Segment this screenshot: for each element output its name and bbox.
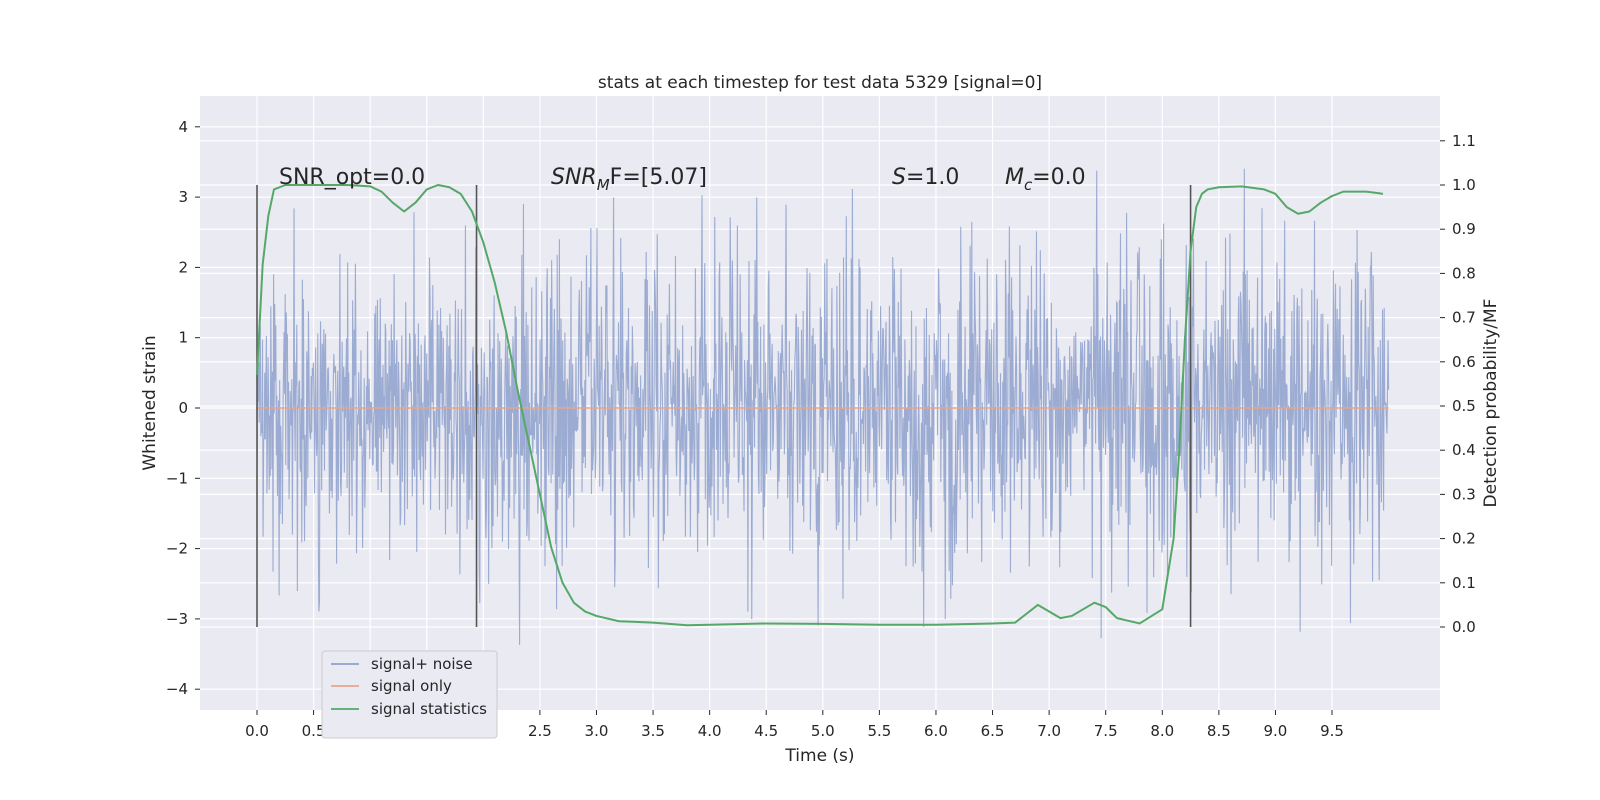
annotation-s-var: S [892,165,906,190]
x-tick-label: 4.0 [698,722,722,740]
x-tick-label: 5.0 [811,722,835,740]
y2-tick-label: 0.9 [1452,220,1476,238]
x-tick-label: 0.0 [245,722,269,740]
legend-label-signal-statistics: signal statistics [371,700,487,718]
legend: signal+ noise signal only signal statist… [321,650,498,739]
legend-box [321,650,498,739]
series-signal-statistics [256,184,1384,627]
y-tick-label: −3 [166,610,188,628]
y-axis-ticks: −4 −3 −2 −1 0 1 2 3 4 [166,118,200,698]
x-tick-label: 3.5 [641,722,665,740]
y2-tick-label: 0.7 [1452,309,1476,327]
y-tick-label: −1 [166,469,188,487]
y2-tick-label: 0.5 [1452,397,1476,415]
series-signal-noise [256,168,1390,645]
x-tick-label: 0.5 [302,722,326,740]
annotation-snr-mf-prefix: SNR [551,165,597,190]
y2-tick-label: 0.2 [1452,530,1476,548]
y-tick-label: 4 [178,118,188,136]
y2-axis-label: Detection probability/MF [1481,299,1501,508]
x-tick-label: 9.5 [1320,722,1344,740]
y2-tick-label: 0.8 [1452,264,1476,282]
y-tick-label: −2 [166,540,188,558]
legend-label-signal-noise: signal+ noise [371,655,473,673]
annotation-mc-val: =0.0 [1032,165,1085,190]
legend-label-signal-only: signal only [371,677,452,695]
y2-tick-label: 1.1 [1452,132,1476,150]
annotation-snr-opt: SNR_opt=0.0 [279,165,425,190]
y2-tick-label: 0.3 [1452,485,1476,503]
x-axis-label: Time (s) [784,746,854,766]
chart-title: stats at each timestep for test data 532… [598,73,1042,93]
annotation-s: S=1.0 [892,165,959,190]
annotation-snr-mf-sub: M [597,176,610,194]
y2-tick-label: 0.1 [1452,574,1476,592]
annotation-snr-mf: SNRMF=[5.07] [551,165,707,194]
y-tick-label: 3 [178,188,188,206]
x-tick-label: 6.0 [924,722,948,740]
x-tick-label: 6.5 [981,722,1005,740]
annotation-snr-mf-suffix: F=[5.07] [610,165,707,190]
signal-noise-line [256,168,1390,645]
x-tick-label: 2.5 [528,722,552,740]
annotation-mc-var: M [1005,165,1024,190]
y2-tick-label: 0.4 [1452,441,1476,459]
x-tick-label: 7.0 [1037,722,1061,740]
y-tick-label: −4 [166,680,188,698]
annotation-mc: Mc=0.0 [1005,165,1086,194]
y-tick-label: 1 [178,329,188,347]
x-tick-label: 7.5 [1094,722,1118,740]
x-tick-label: 5.5 [867,722,891,740]
y2-tick-label: 0.6 [1452,353,1476,371]
signal-statistics-line [256,184,1384,627]
y2-tick-label: 0.0 [1452,618,1476,636]
x-tick-label: 4.5 [754,722,778,740]
y2-axis-ticks: 0.0 0.1 0.2 0.3 0.4 0.5 0.6 0.7 0.8 0.9 1.0 1.1 [1440,132,1476,636]
y-tick-label: 2 [178,258,188,276]
x-tick-label: 3.0 [585,722,609,740]
annotation-mc-sub: c [1024,176,1033,194]
y2-tick-label: 1.0 [1452,176,1476,194]
x-tick-label: 8.5 [1207,722,1231,740]
y-axis-label: Whitened strain [140,335,160,470]
x-tick-label: 8.0 [1150,722,1174,740]
y-tick-label: 0 [178,399,188,417]
x-tick-label: 9.0 [1264,722,1288,740]
annotation-s-val: =1.0 [906,165,959,190]
